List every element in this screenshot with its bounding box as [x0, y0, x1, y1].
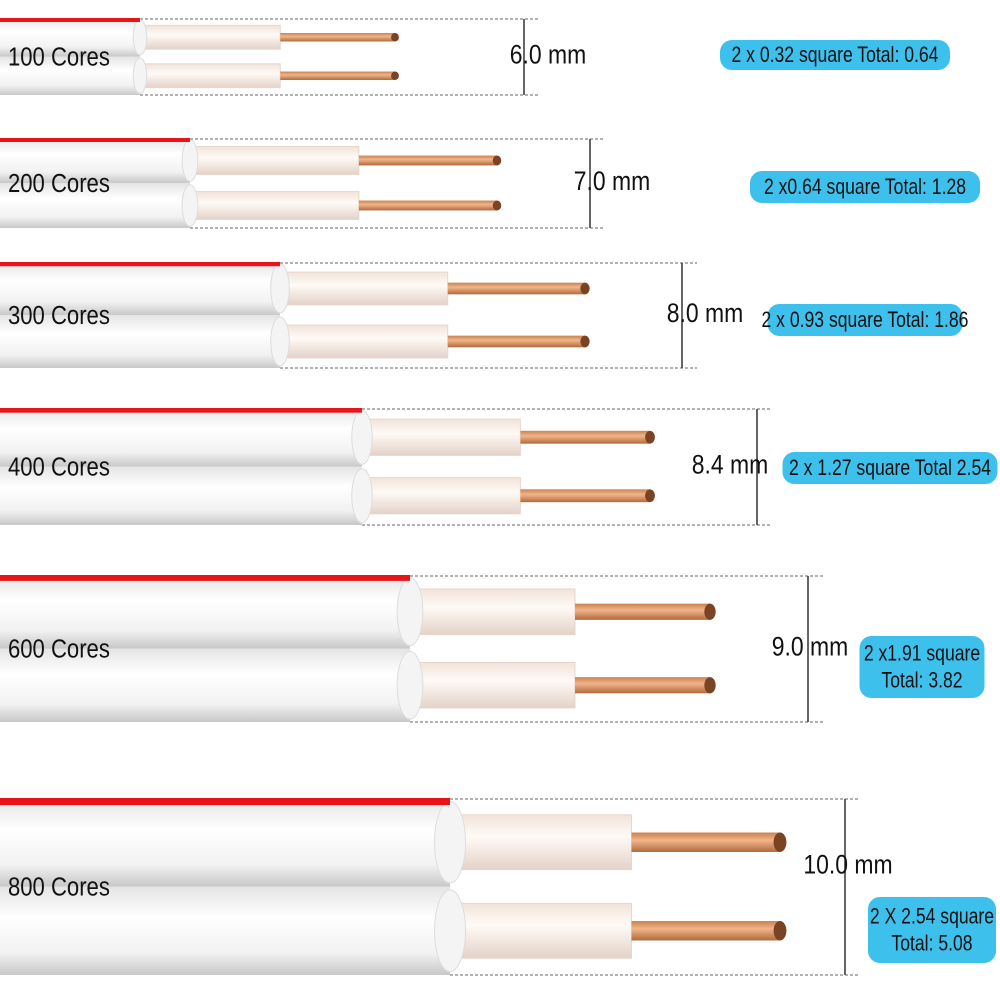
spec-text: Total: 3.82 [881, 669, 962, 693]
jacket-end [396, 650, 424, 720]
copper-end [492, 155, 502, 166]
spec-badge [750, 171, 980, 203]
copper [631, 921, 780, 941]
spec-text: 2 x0.64 square Total: 1.28 [764, 175, 966, 199]
spec-badge [859, 636, 985, 698]
insulation [361, 418, 521, 456]
copper [575, 677, 710, 694]
jacket-end [351, 409, 373, 465]
insulation [139, 63, 281, 89]
jacket [0, 408, 362, 467]
copper [447, 335, 585, 348]
jacket-end [434, 801, 466, 884]
jacket-end [270, 316, 290, 367]
core-label: 200 Cores [8, 169, 110, 198]
spec-badge [767, 304, 963, 336]
copper-end [580, 282, 590, 295]
cable-row: 600 Cores 9.0 mm 2 x1.91 square Total: 3.82 [0, 575, 985, 723]
jacket [0, 466, 362, 525]
copper [520, 489, 650, 503]
cable-row: 800 Cores 10.0 mm 2 X 2.54 square Total: 5.… [0, 798, 996, 976]
spec-text: 2 x 0.32 square Total: 0.64 [732, 43, 939, 67]
spec-text: 2 x1.91 square [864, 642, 980, 666]
cable-row: 400 Cores 8.4 mm 2 x 1.27 square Total 2.5… [0, 408, 998, 526]
copper [358, 200, 497, 211]
spec-text: 2 x 0.93 square Total: 1.86 [762, 308, 969, 332]
insulation [279, 324, 449, 359]
copper [280, 71, 395, 80]
core-label: 800 Cores [8, 873, 110, 902]
jacket [0, 798, 450, 887]
insulation [189, 146, 360, 175]
insulation [409, 588, 576, 636]
copper-end [391, 71, 399, 80]
jacket [0, 56, 140, 95]
jacket-end [396, 577, 424, 647]
copper-end [704, 603, 716, 620]
jacket-end [270, 263, 290, 314]
red-stripe [0, 798, 450, 806]
jacket [0, 183, 190, 228]
core-label: 600 Cores [8, 635, 110, 664]
spec-badge [720, 40, 950, 70]
jacket-end [132, 57, 148, 94]
insulation [409, 661, 576, 709]
red-stripe [0, 575, 410, 581]
jacket-end [434, 889, 466, 972]
spec-text: 2 x 1.27 square Total 2.54 [789, 456, 991, 480]
jacket [0, 886, 450, 975]
spec-text: 2 X 2.54 square [870, 905, 994, 929]
copper-end [645, 489, 655, 503]
jacket-end [181, 184, 199, 227]
jacket [0, 262, 280, 315]
jacket-end [181, 139, 199, 182]
jacket-end [351, 468, 373, 524]
copper-end [580, 335, 590, 348]
red-stripe [0, 262, 280, 267]
copper [631, 832, 780, 852]
diameter-label: 6.0 mm [510, 40, 586, 70]
copper-end [704, 677, 716, 694]
cable-row: 300 Cores 8.0 mm 2 x 0.93 square Total: 1.… [0, 262, 969, 369]
jacket [0, 648, 410, 722]
red-stripe [0, 138, 190, 142]
copper [520, 430, 650, 444]
insulation [449, 902, 632, 959]
cable-row: 200 Cores 7.0 mm 2 x0.64 square Total: 1.2… [0, 138, 980, 229]
spec-text: Total: 5.08 [891, 932, 972, 956]
copper-end [645, 430, 655, 444]
copper-end [773, 921, 787, 941]
insulation [449, 814, 632, 871]
jacket [0, 138, 190, 183]
jacket [0, 315, 280, 368]
copper [280, 33, 395, 42]
copper [447, 282, 585, 295]
copper-end [391, 33, 399, 42]
insulation [189, 191, 360, 220]
jacket [0, 18, 140, 57]
spec-badge [782, 452, 998, 484]
copper [358, 155, 497, 166]
cable-row: 100 Cores 6.0 mm 2 x 0.32 square Total: 0.… [0, 18, 950, 96]
diameter-label: 9.0 mm [772, 632, 848, 662]
red-stripe [0, 18, 140, 22]
insulation [361, 477, 521, 515]
diameter-label: 8.4 mm [692, 450, 768, 480]
insulation [139, 24, 281, 50]
diameter-label: 10.0 mm [803, 850, 892, 880]
core-label: 300 Cores [8, 301, 110, 330]
copper-end [773, 832, 787, 852]
copper-end [492, 200, 502, 211]
insulation [279, 271, 449, 306]
copper [575, 603, 710, 620]
diameter-label: 8.0 mm [667, 298, 743, 328]
spec-badge [868, 897, 996, 963]
jacket [0, 575, 410, 649]
core-label: 100 Cores [8, 43, 110, 72]
red-stripe [0, 408, 362, 413]
jacket-end [132, 19, 148, 56]
diameter-label: 7.0 mm [574, 166, 650, 196]
core-label: 400 Cores [8, 453, 110, 482]
